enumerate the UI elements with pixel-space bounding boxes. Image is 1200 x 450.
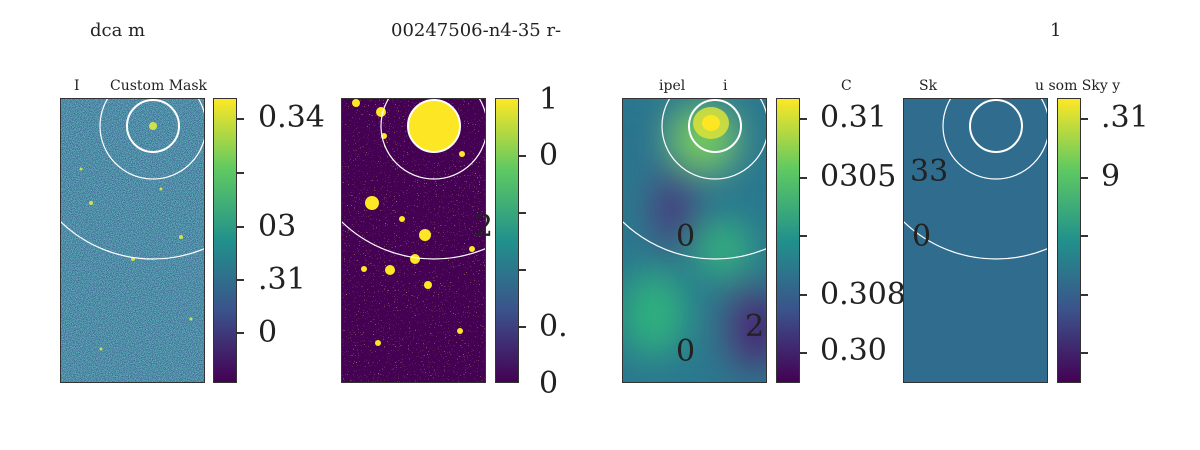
- panel1-cbar-label: .31: [258, 262, 306, 297]
- panel4-title-left: C: [841, 78, 852, 94]
- panel4-cbar-tick: [1081, 352, 1088, 354]
- panel1-cbar-label: 0: [258, 315, 278, 350]
- header-center-title: 00247506-n4-35 r-: [391, 20, 562, 41]
- panel2-cbar-tick: [519, 155, 526, 157]
- panel4-overlay-label: 33: [910, 154, 949, 189]
- panel1-image: [60, 98, 205, 383]
- panel3-cbar-tick: [800, 177, 807, 179]
- panel1-cbar-tick: [237, 226, 244, 228]
- panel1-cbar-tick: [237, 118, 244, 120]
- panel3-cbar-label: 0305: [820, 159, 897, 194]
- panel3-cbar-tick: [800, 294, 807, 296]
- panel1-title-left: I: [74, 78, 80, 94]
- panel1-cbar-label: 03: [258, 209, 297, 244]
- panel3-title-right: i: [723, 78, 728, 94]
- panel2-colorbar: [495, 98, 519, 383]
- panel4-cbar-tick: [1081, 177, 1088, 179]
- header-left-title: dca m: [90, 20, 146, 41]
- header-right-title: 1: [1050, 20, 1062, 41]
- panel3-overlay-label: 0: [676, 219, 696, 254]
- panel3-title-left: ipel: [659, 78, 686, 94]
- panel4-colorbar: [1057, 98, 1081, 383]
- panel1-cbar-label: 0.34: [258, 100, 325, 135]
- panel4-title-right: u som Sky y: [1035, 78, 1121, 94]
- panel4-cbar-tick: [1081, 118, 1088, 120]
- panel2-cbar-tick: [519, 269, 526, 271]
- panel3-overlay-label: 0: [676, 334, 696, 369]
- panel3-cbar-tick: [800, 235, 807, 237]
- panel3-cbar-tick: [800, 352, 807, 354]
- panel2-cbar-tick: [519, 326, 526, 328]
- panel4-image: [903, 98, 1048, 383]
- panel3-cbar-label: 0.30: [820, 333, 887, 368]
- panel3-image: [622, 98, 767, 383]
- panel4-cbar-tick: [1081, 294, 1088, 296]
- panel4-cbar-label: .31: [1101, 100, 1149, 135]
- panel2-mask-image: [341, 98, 486, 383]
- panel1-cbar-tick: [237, 172, 244, 174]
- panel1-cbar-tick: [237, 332, 244, 334]
- panel2-cbar-tick: [519, 212, 526, 214]
- panel3-colorbar: [776, 98, 800, 383]
- panel2-cbar-label: 0: [539, 366, 559, 401]
- panel4-overlay-label: 0: [912, 219, 932, 254]
- panel3-cbar-label: 0.31: [820, 100, 887, 135]
- panel4-cbar-label: 9: [1101, 159, 1121, 194]
- panel1-colorbar: [213, 98, 237, 383]
- panel1-title-right: Custom Mask: [110, 78, 208, 94]
- panel3-overlay-label: 2: [745, 309, 765, 344]
- panel1-cbar-tick: [237, 279, 244, 281]
- panel2-cbar-label: 1: [539, 82, 559, 117]
- panel4-title-mid: Sk: [919, 78, 938, 94]
- panel3-cbar-tick: [800, 118, 807, 120]
- panel4-cbar-tick: [1081, 235, 1088, 237]
- panel2-cbar-label: 0: [539, 138, 559, 173]
- panel2-cbar-label: 0.: [539, 309, 568, 344]
- panel2-overlay-label: 2: [474, 209, 494, 244]
